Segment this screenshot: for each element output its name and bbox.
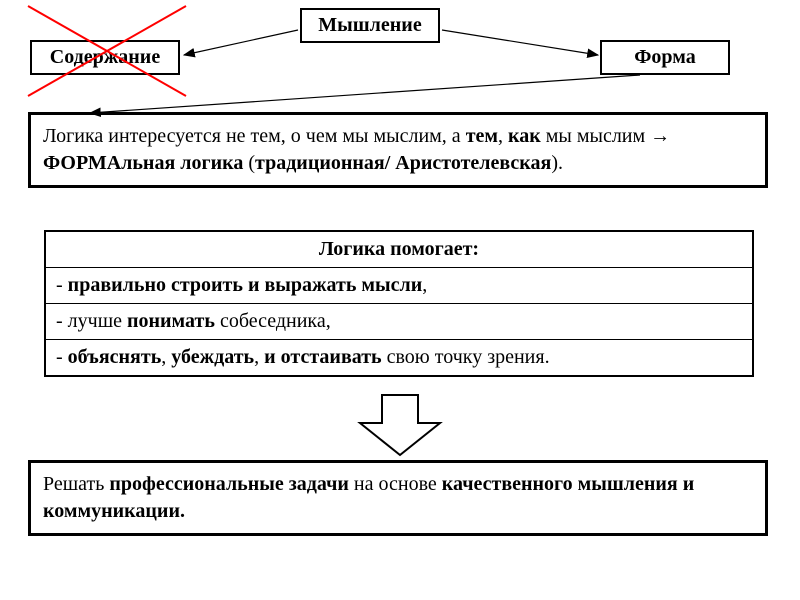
down-block-arrow-icon — [360, 395, 440, 455]
helps-table-header: Логика помогает: — [46, 232, 752, 268]
box-form: Форма — [600, 40, 730, 75]
helps-table: Логика помогает: - правильно строить и в… — [44, 230, 754, 377]
result-box: Решать профессиональные задачи на основе… — [28, 460, 768, 536]
table-row: - лучше понимать собеседника, — [46, 304, 752, 340]
table-row: - правильно строить и выражать мысли, — [46, 268, 752, 304]
main-definition-box: Логика интересуется не тем, о чем мы мыс… — [28, 112, 768, 188]
box-content: Содержание — [30, 40, 180, 75]
box-thinking: Мышление — [300, 8, 440, 43]
table-row: - объяснять, убеждать, и отстаивать свою… — [46, 340, 752, 375]
